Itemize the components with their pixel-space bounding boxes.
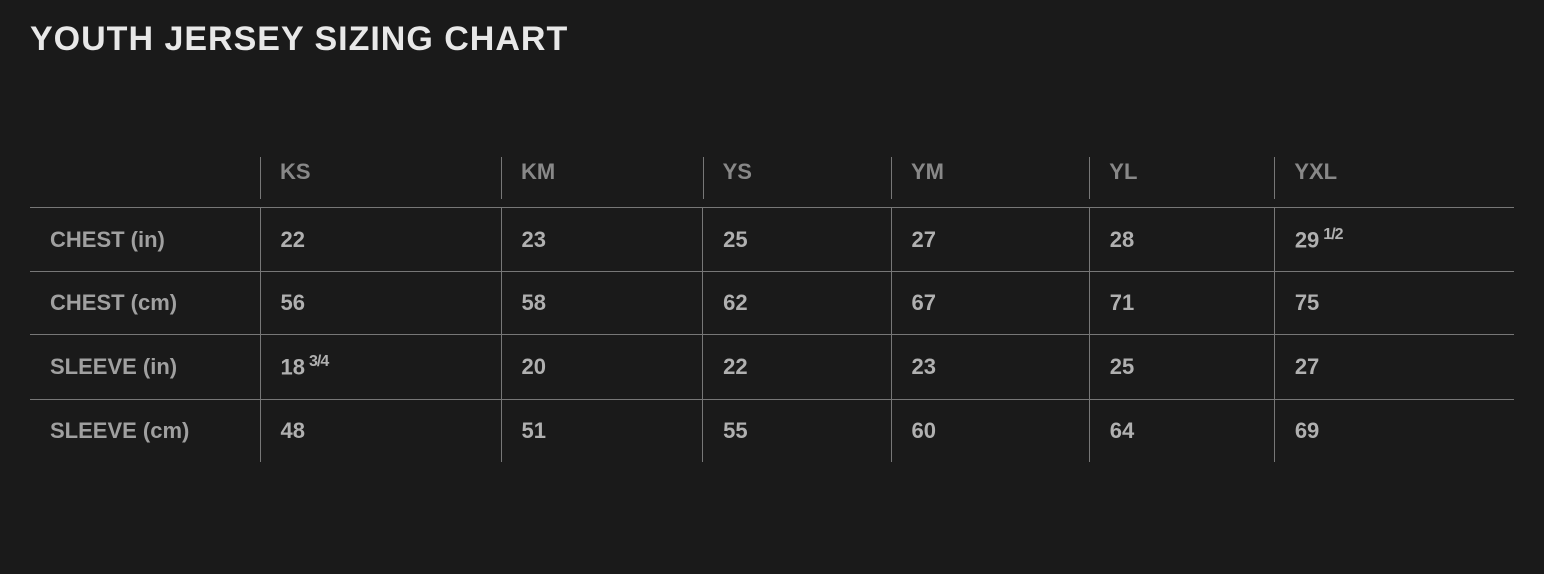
table-header-cell: YM bbox=[891, 149, 1089, 208]
table-cell: 28 bbox=[1089, 208, 1274, 272]
table-cell: 23 bbox=[501, 208, 703, 272]
table-cell: 75 bbox=[1274, 272, 1514, 335]
row-label: SLEEVE (cm) bbox=[30, 399, 260, 462]
row-label: CHEST (cm) bbox=[30, 272, 260, 335]
table-cell: 67 bbox=[891, 272, 1089, 335]
table-header-cell: YXL bbox=[1274, 149, 1514, 208]
table-header-cell: KS bbox=[260, 149, 501, 208]
table-cell: 48 bbox=[260, 399, 501, 462]
table-header-cell: YS bbox=[703, 149, 891, 208]
table-row: CHEST (in) 22 23 25 27 28 291/2 bbox=[30, 208, 1514, 272]
table-cell: 55 bbox=[703, 399, 891, 462]
table-header-blank bbox=[30, 149, 260, 208]
table-cell: 25 bbox=[1089, 335, 1274, 399]
table-cell: 56 bbox=[260, 272, 501, 335]
row-label: SLEEVE (in) bbox=[30, 335, 260, 399]
table-row: SLEEVE (cm) 48 51 55 60 64 69 bbox=[30, 399, 1514, 462]
table-cell: 23 bbox=[891, 335, 1089, 399]
table-header-row: KS KM YS YM YL YXL bbox=[30, 149, 1514, 208]
page-title: YOUTH JERSEY SIZING CHART bbox=[30, 20, 1514, 59]
table-cell: 51 bbox=[501, 399, 703, 462]
table-cell: 20 bbox=[501, 335, 703, 399]
table-cell: 60 bbox=[891, 399, 1089, 462]
table-cell: 71 bbox=[1089, 272, 1274, 335]
table-row: SLEEVE (in) 183/4 20 22 23 25 27 bbox=[30, 335, 1514, 399]
table-cell: 22 bbox=[260, 208, 501, 272]
table-cell: 291/2 bbox=[1274, 208, 1514, 272]
table-header-cell: KM bbox=[501, 149, 703, 208]
sizing-table: KS KM YS YM YL YXL CHEST (in) 22 23 25 2… bbox=[30, 149, 1514, 462]
table-cell: 22 bbox=[703, 335, 891, 399]
table-cell: 183/4 bbox=[260, 335, 501, 399]
table-cell: 69 bbox=[1274, 399, 1514, 462]
row-label: CHEST (in) bbox=[30, 208, 260, 272]
table-cell: 27 bbox=[891, 208, 1089, 272]
table-cell: 62 bbox=[703, 272, 891, 335]
table-row: CHEST (cm) 56 58 62 67 71 75 bbox=[30, 272, 1514, 335]
table-cell: 58 bbox=[501, 272, 703, 335]
table-cell: 25 bbox=[703, 208, 891, 272]
table-cell: 27 bbox=[1274, 335, 1514, 399]
table-header-cell: YL bbox=[1089, 149, 1274, 208]
table-cell: 64 bbox=[1089, 399, 1274, 462]
